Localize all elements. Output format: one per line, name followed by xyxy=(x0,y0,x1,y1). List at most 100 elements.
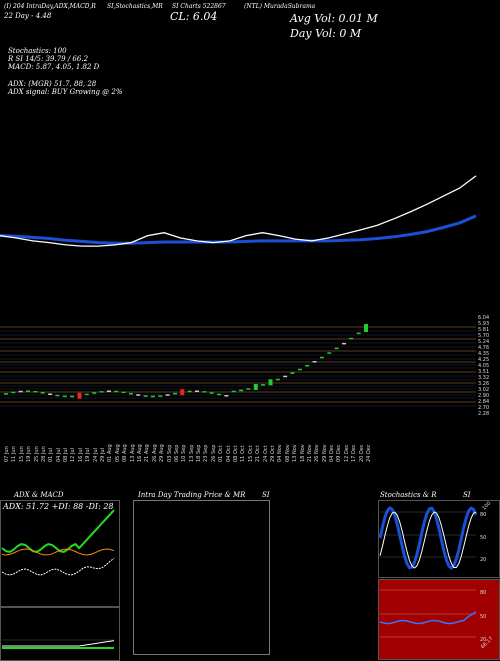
date-tick-label: 16 Jul xyxy=(77,448,84,462)
day-volume: Day Vol: 0 M xyxy=(290,27,362,40)
rsi-tick-20: 20 xyxy=(480,637,487,643)
date-tick-label: 21 Oct xyxy=(255,445,262,462)
avg-volume: Avg Vol: 0.01 M xyxy=(290,12,378,25)
date-tick-label: 07 Jun xyxy=(4,446,10,462)
candle xyxy=(319,356,324,359)
date-tick-label: 10 Sep xyxy=(181,444,188,462)
candle xyxy=(106,390,111,392)
candle xyxy=(173,392,177,395)
stochastics-readout: Stochastics: 100 xyxy=(8,47,67,55)
intraday-title-si: SI xyxy=(262,491,270,499)
adx-panel-readout: ADX: 51.72 +DI: 88 -DI: 28 xyxy=(3,502,114,511)
date-tick-label: 21 Aug xyxy=(144,444,151,462)
candle xyxy=(275,378,280,381)
header-line1-right: (NTL) MuradaSubrama xyxy=(244,3,316,10)
candle xyxy=(224,395,229,397)
candle xyxy=(11,391,16,394)
candle xyxy=(70,395,75,398)
date-tick-label: 16 Aug xyxy=(136,444,143,462)
candle xyxy=(18,390,23,393)
date-tick-label: 13 Nov xyxy=(292,444,299,462)
price-tick-label: 6.04 xyxy=(478,315,490,321)
price-tick-label: 3.02 xyxy=(478,387,490,393)
price-tick-label: 2.84 xyxy=(478,399,490,405)
adx-macd-title: ADX & MACD xyxy=(14,491,64,499)
candle xyxy=(253,384,258,390)
adx-signal: ADX signal: BUY Growing @ 2% xyxy=(8,88,123,96)
candle xyxy=(187,390,192,393)
candle xyxy=(143,395,148,397)
price-tick-label: 5.24 xyxy=(478,339,490,345)
candle xyxy=(268,379,273,386)
candle xyxy=(165,394,170,396)
candle xyxy=(84,393,89,396)
stoch-tick-20: 20 xyxy=(480,557,487,563)
candle xyxy=(99,391,104,393)
candle xyxy=(283,375,288,378)
stochastics-title-si: SI xyxy=(463,491,471,499)
intraday-title: Intra Day Trading Price & MR xyxy=(138,491,246,499)
date-tick-label: 13 Aug xyxy=(129,444,136,462)
date-tick-label: 06 Sep xyxy=(173,444,180,462)
date-tick-label: 04 Jul xyxy=(55,448,62,462)
date-tick-label: 08 Jul xyxy=(63,448,70,462)
date-tick-label: 24 Jul xyxy=(92,448,99,462)
rsi-readout: R SI 14/5: 39.79 / 66.2 xyxy=(8,55,89,63)
price-tick-label: 5.93 xyxy=(478,321,490,327)
candle xyxy=(290,372,295,374)
date-tick-label: 28 Jun xyxy=(40,446,47,462)
candle xyxy=(26,390,30,392)
candle xyxy=(334,347,339,350)
candle xyxy=(114,390,119,393)
candle xyxy=(246,388,251,390)
candle xyxy=(4,393,8,395)
date-tick-label: 20 Dec xyxy=(358,444,365,462)
ema-line xyxy=(0,214,477,245)
macd-panel xyxy=(0,607,120,661)
candles xyxy=(4,324,368,399)
candle xyxy=(158,395,163,397)
date-tick-label: 18 Nov xyxy=(299,444,306,462)
date-tick-label: 21 Nov xyxy=(306,444,313,462)
date-tick-label: 01 Aug xyxy=(107,444,114,462)
price-tick-label: 4.35 xyxy=(478,351,490,357)
candle xyxy=(209,392,214,394)
price-tick-label: 3.26 xyxy=(478,381,490,387)
date-tick-label: 26 Sep xyxy=(210,444,217,462)
date-tick-label: 17 Dec xyxy=(351,444,358,462)
date-tick-label: 29 Aug xyxy=(159,444,166,462)
date-tick-label: 04 Dec xyxy=(329,444,336,462)
candle xyxy=(356,332,361,335)
date-tick-label: 12 Jul xyxy=(70,448,77,462)
close-price: CL: 6.04 xyxy=(170,10,218,23)
price-line xyxy=(0,175,477,247)
date-tick-label: 05 Aug xyxy=(114,444,121,462)
date-tick-label: 08 Aug xyxy=(122,444,129,462)
candle xyxy=(136,394,141,396)
price-tick-label: 2.70 xyxy=(478,405,490,411)
date-tick-label: 04 Oct xyxy=(225,445,232,462)
price-tick-label: 3.51 xyxy=(478,369,490,375)
candle xyxy=(202,391,207,393)
rsi-tick-50: 50 xyxy=(480,614,487,620)
date-tick-label: 12 Dec xyxy=(343,444,350,462)
date-tick-label: 11 Oct xyxy=(240,445,247,462)
date-tick-label: 08 Oct xyxy=(233,445,240,462)
date-tick-label: 26 Aug xyxy=(151,444,158,462)
price-tick-label: 2.90 xyxy=(478,393,490,399)
date-tick-label: 04 Nov xyxy=(277,444,284,462)
candle xyxy=(231,390,236,393)
price-tick-label: 4.25 xyxy=(478,357,490,363)
header-line1-left: (I) 204 IntraDay,ADX,MACD,R xyxy=(4,3,96,10)
header-line1-mid: SI,Stochastics,MR xyxy=(107,3,163,10)
date-tick-label: 18 Sep xyxy=(196,444,203,462)
intraday-panel xyxy=(133,500,270,655)
rsi-tick-80: 80 xyxy=(480,590,487,596)
date-tick-label: 08 Nov xyxy=(284,444,291,462)
candle xyxy=(327,352,332,354)
adx-readout: ADX: (MGR) 51.7, 88, 28 xyxy=(8,80,97,88)
macd-readout: MACD: 5.87, 4.05, 1.82 D xyxy=(8,63,100,71)
candle xyxy=(128,392,133,395)
date-tick-label: 11 Jun xyxy=(11,446,18,462)
date-tick-label: 01 Oct xyxy=(218,445,225,462)
